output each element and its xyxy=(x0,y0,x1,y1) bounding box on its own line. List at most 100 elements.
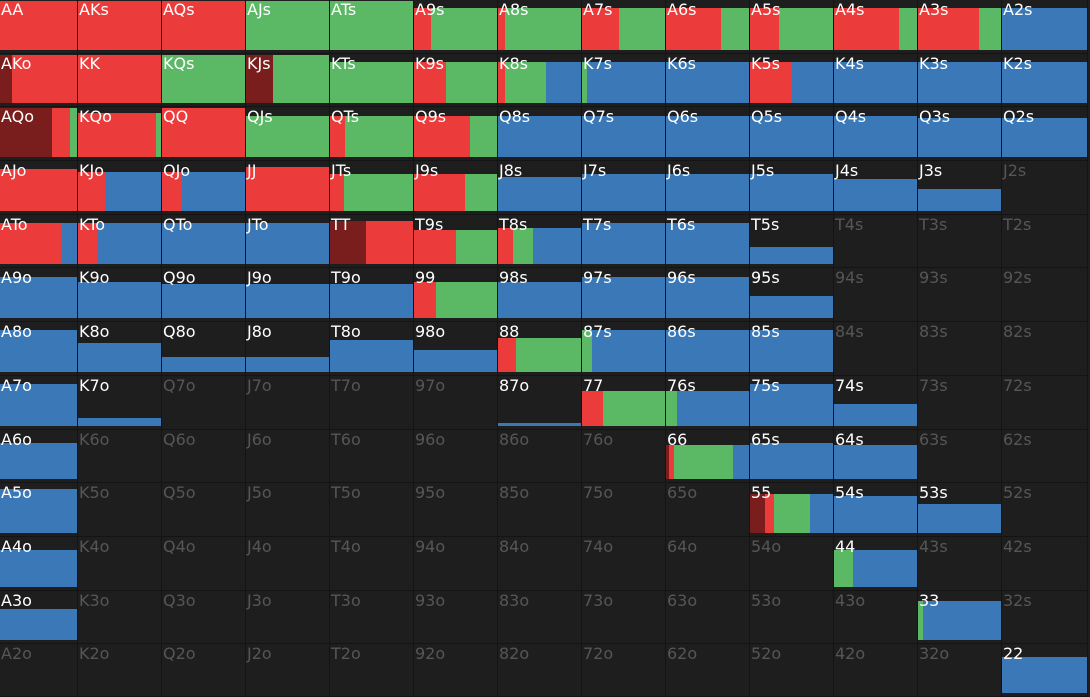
hand-cell[interactable]: T4s xyxy=(834,214,918,269)
hand-cell[interactable]: K4o xyxy=(78,536,162,591)
hand-cell[interactable]: A5s xyxy=(750,0,834,54)
hand-cell[interactable]: Q6s xyxy=(666,107,750,162)
hand-cell[interactable]: 84s xyxy=(834,322,918,376)
hand-cell[interactable]: 63s xyxy=(918,429,1002,484)
hand-cell[interactable]: AKs xyxy=(78,0,162,54)
hand-cell[interactable]: Q5o xyxy=(162,483,246,537)
hand-cell[interactable]: QQ xyxy=(162,107,246,162)
hand-cell[interactable]: KK xyxy=(78,53,162,108)
hand-cell[interactable]: Q7s xyxy=(582,107,666,162)
hand-cell[interactable]: 97s xyxy=(582,268,666,323)
hand-cell[interactable]: J8o xyxy=(246,322,330,376)
hand-cell[interactable]: 63o xyxy=(666,590,750,645)
hand-cell[interactable]: QJs xyxy=(246,107,330,162)
hand-cell[interactable]: 54s xyxy=(834,483,918,537)
hand-cell[interactable]: 64o xyxy=(666,536,750,591)
hand-cell[interactable]: J9o xyxy=(246,268,330,323)
hand-cell[interactable]: T5s xyxy=(750,214,834,269)
hand-cell[interactable]: T5o xyxy=(330,483,414,537)
hand-cell[interactable]: KTs xyxy=(330,53,414,108)
hand-cell[interactable]: KQs xyxy=(162,53,246,108)
hand-cell[interactable]: KQo xyxy=(78,107,162,162)
hand-cell[interactable]: 75o xyxy=(582,483,666,537)
hand-cell[interactable]: 93s xyxy=(918,268,1002,323)
hand-cell[interactable]: 96o xyxy=(414,429,498,484)
hand-cell[interactable]: AJo xyxy=(0,161,78,215)
hand-cell[interactable]: K8s xyxy=(498,53,582,108)
hand-cell[interactable]: 99 xyxy=(414,268,498,323)
hand-cell[interactable]: JJ xyxy=(246,161,330,215)
hand-cell[interactable]: A9s xyxy=(414,0,498,54)
hand-cell[interactable]: QJo xyxy=(162,161,246,215)
hand-cell[interactable]: AKo xyxy=(0,53,78,108)
hand-cell[interactable]: K3s xyxy=(918,53,1002,108)
hand-cell[interactable]: J3s xyxy=(918,161,1002,215)
hand-cell[interactable]: 43s xyxy=(918,536,1002,591)
hand-cell[interactable]: A9o xyxy=(0,268,78,323)
hand-cell[interactable]: J7o xyxy=(246,375,330,430)
hand-cell[interactable]: 54o xyxy=(750,536,834,591)
hand-cell[interactable]: J6s xyxy=(666,161,750,215)
hand-cell[interactable]: J7s xyxy=(582,161,666,215)
hand-cell[interactable]: 98o xyxy=(414,322,498,376)
hand-cell[interactable]: 95s xyxy=(750,268,834,323)
hand-cell[interactable]: J4s xyxy=(834,161,918,215)
hand-cell[interactable]: K7o xyxy=(78,375,162,430)
hand-cell[interactable]: KJs xyxy=(246,53,330,108)
hand-cell[interactable]: K2o xyxy=(78,644,162,697)
hand-cell[interactable]: 87o xyxy=(498,375,582,430)
hand-cell[interactable]: ATo xyxy=(0,214,78,269)
hand-cell[interactable]: T8o xyxy=(330,322,414,376)
hand-cell[interactable]: T9o xyxy=(330,268,414,323)
hand-cell[interactable]: A8o xyxy=(0,322,78,376)
hand-cell[interactable]: KJo xyxy=(78,161,162,215)
hand-cell[interactable]: QTs xyxy=(330,107,414,162)
hand-cell[interactable]: AQo xyxy=(0,107,78,162)
hand-cell[interactable]: 86s xyxy=(666,322,750,376)
hand-cell[interactable]: JTs xyxy=(330,161,414,215)
hand-cell[interactable]: 32o xyxy=(918,644,1002,697)
hand-cell[interactable]: 83s xyxy=(918,322,1002,376)
hand-cell[interactable]: 72s xyxy=(1002,375,1088,430)
hand-cell[interactable]: A7o xyxy=(0,375,78,430)
hand-cell[interactable]: 74o xyxy=(582,536,666,591)
hand-cell[interactable]: AQs xyxy=(162,0,246,54)
hand-cell[interactable]: A8s xyxy=(498,0,582,54)
hand-cell[interactable]: 77 xyxy=(582,375,666,430)
hand-cell[interactable]: Q6o xyxy=(162,429,246,484)
hand-cell[interactable]: Q8s xyxy=(498,107,582,162)
hand-cell[interactable]: J6o xyxy=(246,429,330,484)
hand-cell[interactable]: 65s xyxy=(750,429,834,484)
hand-cell[interactable]: T2s xyxy=(1002,214,1088,269)
hand-cell[interactable]: Q7o xyxy=(162,375,246,430)
hand-cell[interactable]: T3s xyxy=(918,214,1002,269)
hand-cell[interactable]: T6o xyxy=(330,429,414,484)
hand-cell[interactable]: A2s xyxy=(1002,0,1088,54)
hand-cell[interactable]: 53s xyxy=(918,483,1002,537)
hand-cell[interactable]: AJs xyxy=(246,0,330,54)
hand-cell[interactable]: 62o xyxy=(666,644,750,697)
hand-cell[interactable]: 87s xyxy=(582,322,666,376)
hand-cell[interactable]: 96s xyxy=(666,268,750,323)
hand-cell[interactable]: J5o xyxy=(246,483,330,537)
hand-cell[interactable]: K2s xyxy=(1002,53,1088,108)
hand-cell[interactable]: T9s xyxy=(414,214,498,269)
hand-cell[interactable]: KTo xyxy=(78,214,162,269)
hand-cell[interactable]: 85s xyxy=(750,322,834,376)
hand-cell[interactable]: JTo xyxy=(246,214,330,269)
hand-cell[interactable]: J2o xyxy=(246,644,330,697)
hand-cell[interactable]: A3o xyxy=(0,590,78,645)
hand-cell[interactable]: T7o xyxy=(330,375,414,430)
hand-cell[interactable]: 42o xyxy=(834,644,918,697)
hand-cell[interactable]: A4s xyxy=(834,0,918,54)
hand-cell[interactable]: 53o xyxy=(750,590,834,645)
hand-cell[interactable]: 76o xyxy=(582,429,666,484)
hand-cell[interactable]: K3o xyxy=(78,590,162,645)
hand-cell[interactable]: 84o xyxy=(498,536,582,591)
hand-cell[interactable]: 98s xyxy=(498,268,582,323)
hand-cell[interactable]: Q4s xyxy=(834,107,918,162)
hand-cell[interactable]: 94s xyxy=(834,268,918,323)
hand-cell[interactable]: 82s xyxy=(1002,322,1088,376)
hand-cell[interactable]: Q3o xyxy=(162,590,246,645)
hand-cell[interactable]: A6o xyxy=(0,429,78,484)
